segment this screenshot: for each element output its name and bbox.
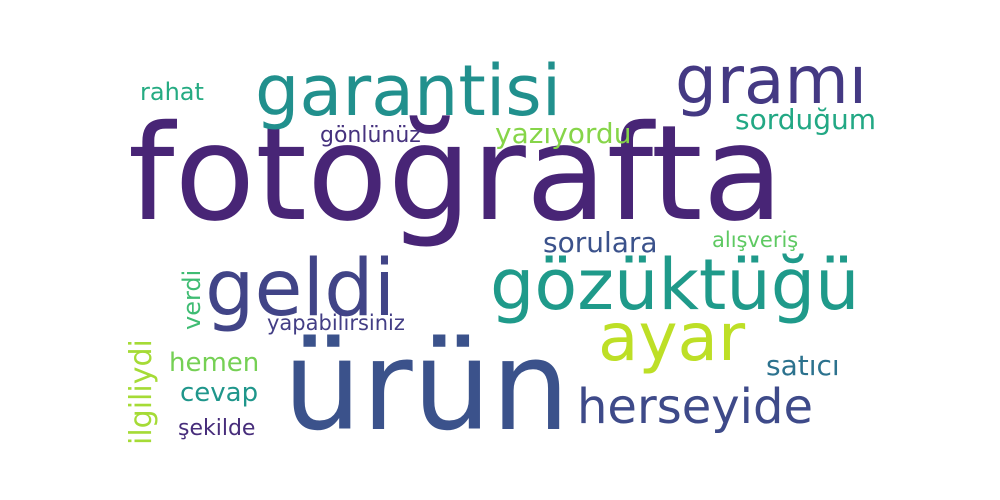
word-sordugum: sorduğum — [735, 103, 877, 136]
word-urun: ürün — [283, 315, 570, 459]
word-verdi: verdi — [178, 269, 206, 330]
word-alisveris: alışveriş — [712, 228, 799, 252]
word-satici: satıcı — [766, 349, 840, 382]
word-herseyide: herseyide — [577, 379, 813, 435]
word-hemen: hemen — [169, 348, 260, 378]
word-ayar: ayar — [598, 299, 746, 376]
word-yaziyordu: yazıyordu — [495, 117, 632, 150]
word-fotografta: fotoğrafta — [128, 97, 784, 251]
word-sekilde: şekilde — [178, 416, 256, 441]
word-yapabilirsiniz: yapabilirsiniz — [267, 311, 405, 335]
word-cevap: cevap — [180, 378, 259, 408]
word-grami: gramı — [675, 42, 868, 119]
word-gonlunuz: gönlünüz — [320, 123, 421, 148]
word-sorulara: sorulara — [543, 226, 658, 259]
word-geldi: geldi — [205, 244, 396, 334]
word-garantisi: garantisi — [255, 50, 562, 132]
word-rahat: rahat — [140, 78, 204, 106]
word-ilgiliydi: ilgiliydi — [124, 339, 159, 445]
word-gozuktugu: gözüktüğü — [490, 244, 860, 326]
